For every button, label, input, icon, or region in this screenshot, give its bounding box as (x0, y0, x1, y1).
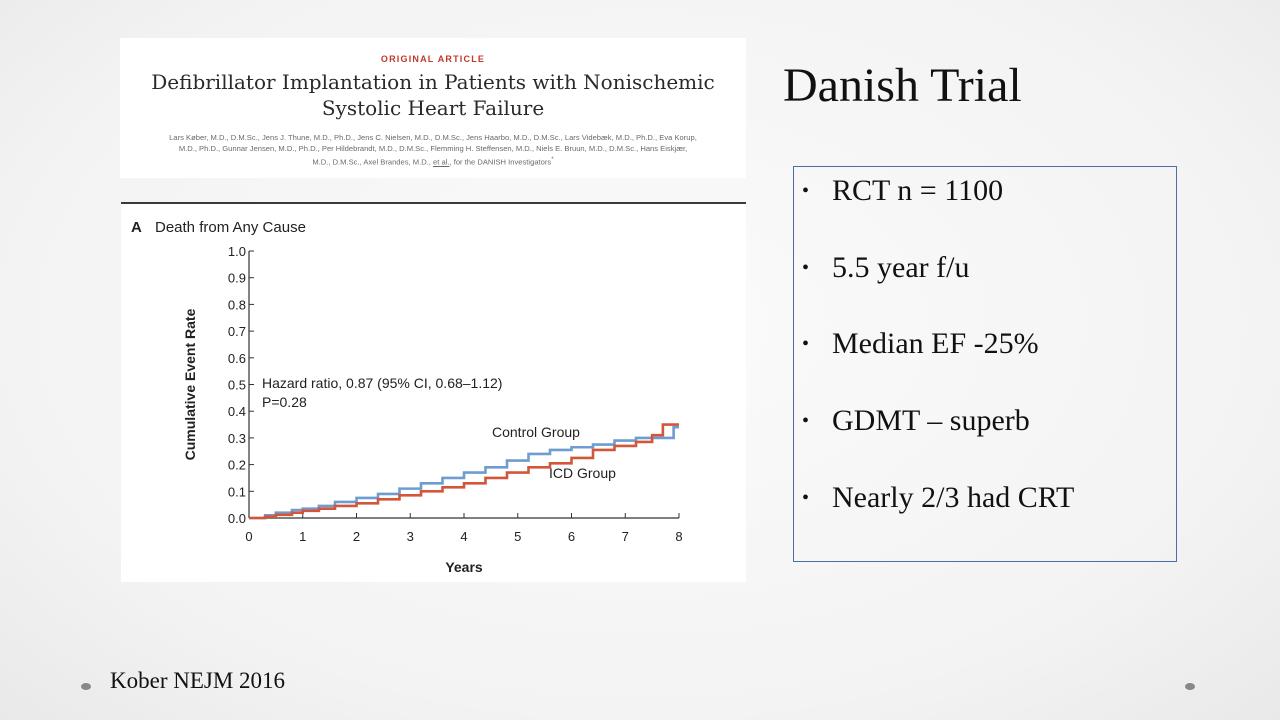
p-value-annotation: P=0.28 (262, 394, 307, 410)
authors-line-2: M.D., Ph.D., Gunnar Jensen, M.D., Ph.D.,… (178, 144, 688, 153)
bullet-dot: • (802, 333, 810, 355)
article-authors: Lars Køber, M.D., D.M.Sc., Jens J. Thune… (138, 132, 728, 168)
bullet-dot: • (802, 410, 810, 432)
footer-dot-right (1185, 683, 1195, 690)
article-title-line-2: Systolic Heart Failure (321, 96, 545, 120)
x-tick-label: 4 (460, 529, 467, 544)
x-tick-label: 3 (407, 529, 414, 544)
x-tick-label: 5 (514, 529, 521, 544)
bullet-text: GDMT – superb (832, 404, 1030, 437)
km-chart: A Death from Any Cause 0.0 0.1 0.2 0.3 0.4 0.5 0… (131, 219, 683, 575)
footer-dot-left (81, 683, 91, 690)
y-tick-label: 0.2 (228, 458, 246, 473)
y-tick-label: 0.6 (228, 351, 246, 366)
x-tick-label: 7 (622, 529, 629, 544)
control-group-line (249, 425, 679, 520)
authors-line-3-end: , for the DANISH Investigators (449, 157, 552, 167)
article-kicker: ORIGINAL ARTICLE (380, 54, 486, 64)
bullet-item: • 5.5 year f/u (802, 248, 969, 288)
chart-panel-letter: A (131, 219, 142, 236)
authors-line-3-start: M.D., D.M.Sc., Axel Brandes, M.D., (312, 157, 434, 167)
article-title: Defibrillator Implantation in Patients w… (140, 69, 726, 121)
y-tick-label: 0.9 (228, 271, 246, 286)
article-header: ORIGINAL ARTICLE Defibrillator Implantat… (120, 38, 746, 178)
bullet-item: • GDMT – superb (802, 401, 1030, 441)
x-tick-label: 2 (353, 529, 360, 544)
slide-title: Danish Trial (783, 59, 1022, 112)
authors-line-1: Lars Køber, M.D., D.M.Sc., Jens J. Thune… (169, 133, 697, 142)
y-tick-label: 0.4 (228, 404, 246, 419)
bullet-item: • RCT n = 1100 (802, 171, 1003, 211)
icd-group-line (249, 423, 679, 520)
x-tick-label: 6 (568, 529, 575, 544)
article-title-line-1: Defibrillator Implantation in Patients w… (151, 70, 715, 94)
authors-etal-link[interactable]: et al. (433, 157, 450, 167)
bullet-item: • Median EF -25% (802, 324, 1039, 364)
bullet-text: Median EF -25% (832, 327, 1039, 360)
bullet-text: RCT n = 1100 (832, 174, 1004, 207)
chart-panel: A Death from Any Cause 0.0 0.1 0.2 0.3 0.4 0.5 0… (121, 202, 746, 582)
bullet-item: • Nearly 2/3 had CRT (802, 478, 1074, 518)
bullet-text: Nearly 2/3 had CRT (832, 481, 1075, 514)
y-tick-label: 0.0 (228, 511, 246, 526)
icd-group-label: ICD Group (549, 465, 616, 481)
authors-footnote-mark: * (551, 156, 554, 163)
authors-line-3: M.D., D.M.Sc., Axel Brandes, M.D., et al… (138, 154, 728, 168)
bullet-dot: • (802, 487, 810, 509)
hazard-ratio-annotation: Hazard ratio, 0.87 (95% CI, 0.68–1.12) (262, 375, 502, 391)
y-tick-label: 0.3 (228, 431, 246, 446)
bullet-dot: • (802, 180, 810, 202)
bullet-dot: • (802, 257, 810, 279)
x-axis-label: Years (445, 559, 483, 575)
x-tick-label: 1 (299, 529, 306, 544)
bullet-box: • RCT n = 1100 • 5.5 year f/u • Median EF -… (793, 166, 1177, 562)
chart-title: Death from Any Cause (155, 219, 306, 236)
x-tick-label: 8 (675, 529, 682, 544)
y-tick-label: 0.1 (228, 484, 246, 499)
y-axis-label: Cumulative Event Rate (182, 308, 198, 460)
citation: Kober NEJM 2016 (110, 668, 286, 693)
control-group-label: Control Group (492, 424, 580, 440)
x-tick-label: 0 (245, 529, 252, 544)
bullet-text: 5.5 year f/u (832, 251, 970, 284)
y-tick-label: 0.8 (228, 297, 246, 312)
y-tick-label: 0.7 (228, 324, 246, 339)
y-tick-label: 0.5 (228, 378, 246, 393)
y-tick-label: 1.0 (228, 244, 246, 259)
